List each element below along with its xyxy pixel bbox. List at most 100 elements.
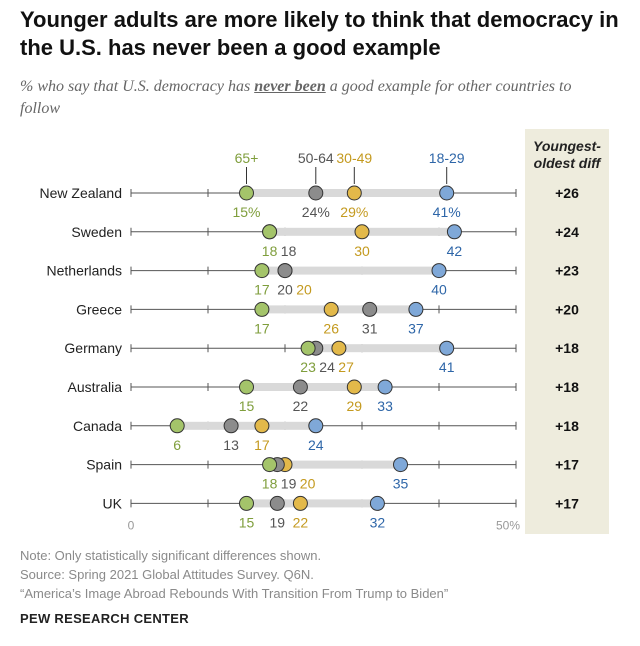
dot-uk-30-49	[292, 495, 308, 511]
value-label-australia-50-64: 22	[293, 398, 309, 414]
dot-canada-65-	[169, 418, 185, 434]
dot-netherlands-18-29	[431, 263, 447, 279]
subtitle-suffix: a good example for other countries to fo…	[20, 78, 572, 117]
diff-value-spain: +17	[555, 457, 579, 473]
value-label-greece-50-64: 31	[362, 320, 378, 336]
value-label-germany-18-29: 41	[439, 359, 455, 375]
country-label-australia: Australia	[68, 379, 123, 395]
subtitle-prefix: % who say that U.S. democracy has	[20, 78, 255, 95]
value-label-sweden-50-64: 18	[281, 243, 297, 259]
diff-value-netherlands: +23	[555, 263, 579, 279]
value-label-spain-50-64: 19	[281, 476, 297, 492]
value-label-australia-18-29: 33	[377, 398, 393, 414]
value-label-germany-65-: 23	[300, 359, 316, 375]
diff-value-australia: +18	[555, 379, 579, 395]
value-label-new-zealand-65-: 15%	[232, 204, 260, 220]
value-label-greece-30-49: 26	[323, 320, 339, 336]
diff-value-greece: +20	[555, 301, 579, 317]
value-label-sweden-65-: 18	[262, 243, 278, 259]
dot-australia-65-	[239, 379, 254, 395]
dot-plot-chart: 65+ 50-64 30-49 18-29 New Zealand 15% 24% 29% 41…	[40, 150, 580, 532]
country-label-sweden: Sweden	[71, 224, 122, 240]
value-label-uk-30-49: 22	[293, 514, 309, 530]
value-label-canada-65-: 6	[173, 437, 181, 453]
dot-netherlands-65-	[254, 263, 270, 279]
axis-min-label: 0	[128, 518, 135, 532]
source-text: Source: Spring 2021 Global Attitudes Sur…	[20, 567, 314, 582]
value-label-netherlands-50-64: 20	[277, 282, 293, 298]
legend-label-65-: 65+	[235, 150, 259, 166]
legend-label-30-49: 30-49	[336, 150, 372, 166]
country-label-spain: Spain	[86, 457, 122, 473]
value-label-australia-65-: 15	[239, 398, 255, 414]
value-label-greece-18-29: 37	[408, 320, 424, 336]
country-label-new-zealand: New Zealand	[40, 185, 123, 201]
subtitle-emphasis: never been	[254, 78, 326, 95]
chart-notes: Note: Only statistically significant dif…	[20, 546, 448, 603]
legend-label-18-29: 18-29	[429, 150, 465, 166]
country-label-uk: UK	[103, 495, 123, 511]
dot-new-zealand-50-64	[308, 185, 324, 201]
dot-new-zealand-30-49	[346, 185, 362, 201]
dot-sweden-30-49	[354, 224, 370, 240]
diff-value-germany: +18	[555, 340, 579, 356]
dot-germany-30-49	[331, 340, 347, 356]
value-label-new-zealand-50-64: 24%	[302, 204, 330, 220]
dot-sweden-65-	[262, 224, 278, 240]
dot-greece-18-29	[408, 301, 424, 317]
dot-greece-65-	[254, 301, 270, 317]
range-bar-canada	[177, 421, 316, 430]
value-label-greece-65-: 17	[254, 320, 270, 336]
value-label-netherlands-30-49: 20	[296, 282, 312, 298]
range-bar-netherlands	[261, 266, 439, 275]
value-label-new-zealand-18-29: 41%	[433, 204, 461, 220]
country-label-germany: Germany	[64, 340, 122, 356]
dot-new-zealand-18-29	[439, 185, 455, 201]
value-label-uk-18-29: 32	[370, 514, 386, 530]
country-label-greece: Greece	[76, 301, 122, 317]
dot-uk-18-29	[369, 495, 385, 511]
range-bar-germany	[308, 344, 447, 353]
dot-uk-65-	[239, 495, 254, 511]
dot-spain-18-29	[393, 457, 408, 473]
diff-value-uk: +17	[555, 495, 579, 511]
range-bar-australia	[246, 383, 386, 391]
value-label-netherlands-65-: 17	[254, 282, 270, 298]
note-text: Note: Only statistically significant dif…	[20, 548, 322, 563]
legend-label-50-64: 50-64	[298, 150, 334, 166]
diff-column-panel	[525, 129, 609, 534]
dot-canada-50-64	[223, 418, 239, 434]
dot-australia-50-64	[292, 379, 308, 395]
report-title: “America’s Image Abroad Rebounds With Tr…	[20, 586, 449, 601]
range-bar-uk	[246, 499, 378, 508]
range-bar-new-zealand	[246, 189, 447, 197]
dot-germany-65-	[300, 340, 316, 356]
value-label-canada-50-64: 13	[223, 437, 239, 453]
value-label-canada-18-29: 24	[308, 437, 324, 453]
value-label-new-zealand-30-49: 29%	[340, 204, 368, 220]
pew-logo: PEW RESEARCH CENTER	[20, 611, 189, 626]
value-label-uk-65-: 15	[239, 514, 255, 530]
country-label-canada: Canada	[73, 418, 122, 434]
range-bar-spain	[269, 460, 401, 469]
value-label-spain-18-29: 35	[393, 476, 409, 492]
value-label-spain-65-: 18	[262, 476, 278, 492]
diff-value-sweden: +24	[555, 224, 579, 240]
value-label-sweden-30-49: 30	[354, 243, 370, 259]
value-label-germany-50-64: 24	[319, 359, 335, 375]
value-label-canada-30-49: 17	[254, 437, 270, 453]
dot-netherlands-50-64	[277, 263, 293, 279]
value-label-uk-50-64: 19	[270, 514, 286, 530]
range-bar-greece	[261, 305, 416, 314]
dot-spain-65-	[262, 457, 278, 473]
dot-greece-50-64	[362, 301, 378, 317]
diff-value-canada: +18	[555, 418, 579, 434]
country-label-netherlands: Netherlands	[47, 263, 123, 279]
diff-value-new-zealand: +26	[555, 185, 579, 201]
dot-new-zealand-65-	[239, 185, 254, 201]
dot-australia-30-49	[346, 379, 362, 395]
chart-title: Younger adults are more likely to think …	[20, 7, 619, 60]
diff-column-header: Youngest-oldest diff	[533, 138, 601, 171]
axis-max-label: 50%	[496, 518, 520, 532]
value-label-netherlands-18-29: 40	[431, 282, 447, 298]
